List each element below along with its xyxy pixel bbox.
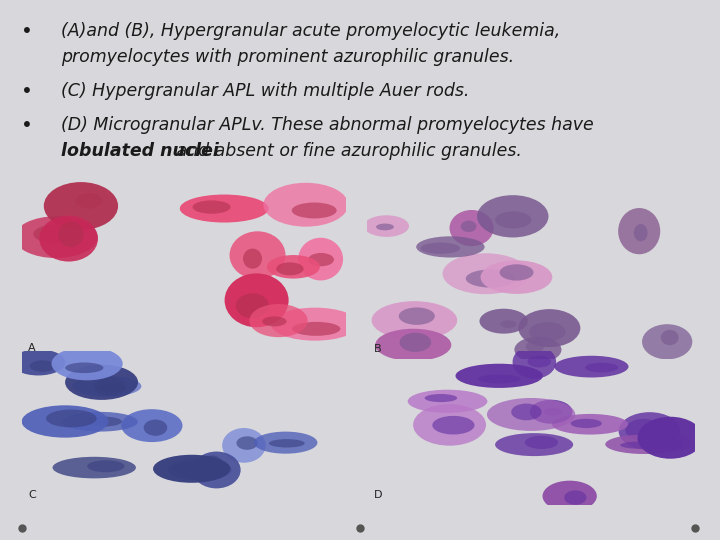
Text: •: • <box>22 22 33 40</box>
Text: (A)and (B), Hypergranular acute promyelocytic leukemia,: (A)and (B), Hypergranular acute promyelo… <box>61 22 560 39</box>
Text: (C) Hypergranular APL with multiple Auer rods.: (C) Hypergranular APL with multiple Auer… <box>61 82 469 100</box>
Text: (D) Microgranular APLv. These abnormal promyelocytes have: (D) Microgranular APLv. These abnormal p… <box>61 116 594 134</box>
Text: •: • <box>22 82 33 101</box>
Text: lobulated nuclei: lobulated nuclei <box>61 142 219 160</box>
Text: •: • <box>22 116 33 135</box>
Text: and absent or fine azurophilic granules.: and absent or fine azurophilic granules. <box>171 142 521 160</box>
Text: promyelocytes with prominent azurophilic granules.: promyelocytes with prominent azurophilic… <box>61 48 514 65</box>
